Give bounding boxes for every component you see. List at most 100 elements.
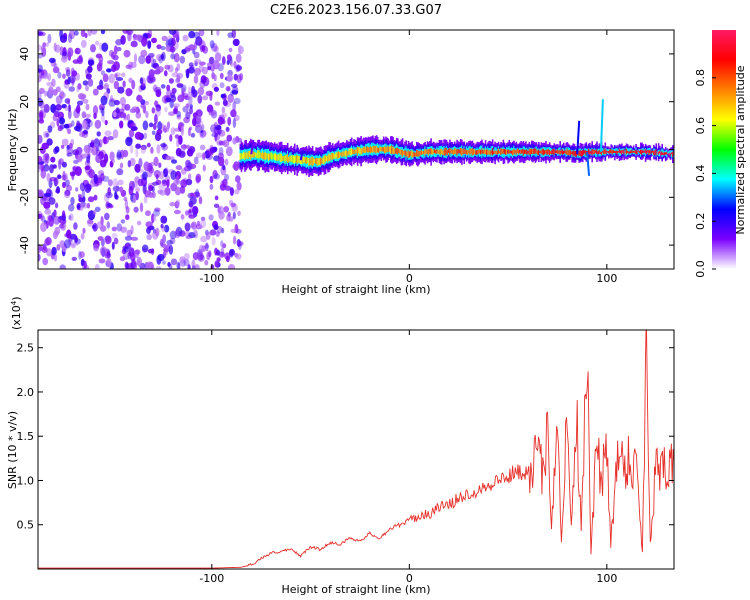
- noise-blob: [107, 60, 115, 65]
- noise-blob: [119, 256, 126, 262]
- y-tick-label: 2.5: [17, 342, 35, 355]
- noise-blob: [201, 245, 206, 252]
- noise-blob: [113, 111, 117, 118]
- noise-blob: [117, 179, 124, 186]
- noise-blob: [129, 144, 134, 154]
- noise-blob: [130, 225, 134, 235]
- noise-blob: [141, 244, 149, 253]
- noise-blob: [117, 86, 125, 94]
- noise-blob: [65, 69, 71, 77]
- ridge-spur: [299, 150, 304, 161]
- y-tick-label: 1.0: [17, 474, 35, 487]
- ridge-segment: [644, 149, 647, 154]
- noise-blob: [185, 178, 193, 186]
- noise-blob: [156, 266, 162, 269]
- ridge-segment: [541, 148, 544, 155]
- ridge-segment: [518, 149, 520, 155]
- ridge-segment: [560, 150, 563, 154]
- noise-blob: [232, 118, 237, 128]
- noise-blob: [82, 119, 87, 130]
- ridge-segment: [651, 151, 654, 156]
- noise-blob: [96, 85, 104, 90]
- ridge-segment: [331, 152, 334, 160]
- ridge-segment: [494, 150, 496, 154]
- ridge-segment: [491, 148, 494, 156]
- noise-blob: [163, 128, 170, 133]
- x-tick-label: 100: [596, 572, 617, 585]
- ridge-segment: [378, 147, 380, 153]
- noise-blob: [196, 220, 201, 226]
- ridge-segment: [533, 148, 535, 155]
- noise-blob: [198, 196, 203, 205]
- noise-blob: [209, 40, 215, 49]
- ridge-segment: [661, 151, 663, 155]
- noise-blob: [213, 203, 220, 208]
- noise-blob: [123, 49, 131, 58]
- noise-blob: [136, 94, 143, 102]
- noise-blob: [177, 94, 185, 103]
- colorbar-tick-label: 0.2: [694, 212, 707, 230]
- y-tick-label: 1.5: [17, 430, 35, 443]
- noise-blob: [213, 86, 219, 92]
- ridge-segment: [468, 150, 470, 154]
- noise-blob: [157, 121, 163, 131]
- noise-blob: [156, 144, 161, 154]
- noise-blob: [38, 155, 42, 163]
- noise-blob: [142, 171, 148, 181]
- ridge-segment: [298, 156, 301, 164]
- noise-blob: [211, 43, 218, 52]
- ridge-segment: [250, 149, 252, 160]
- noise-blob: [41, 142, 49, 150]
- noise-blob: [38, 164, 46, 170]
- ridge-segment: [600, 150, 603, 156]
- ridge-segment: [495, 150, 497, 155]
- ridge-segment: [401, 149, 404, 157]
- ridge-segment: [642, 150, 644, 153]
- noise-blob: [116, 223, 123, 232]
- noise-blob: [194, 264, 200, 269]
- ridge-segment: [324, 155, 327, 163]
- noise-blob: [41, 246, 48, 253]
- ridge-segment: [653, 150, 655, 155]
- noise-blob: [101, 238, 105, 247]
- ridge-segment: [292, 155, 295, 164]
- ridge-segment: [668, 152, 671, 155]
- noise-blob: [77, 93, 85, 100]
- noise-blob: [69, 74, 76, 84]
- ridge-segment: [388, 146, 391, 152]
- noise-blob: [69, 171, 76, 177]
- noise-blob: [195, 36, 203, 46]
- y-tick-label: 20: [18, 95, 31, 109]
- ridge-segment: [315, 158, 317, 164]
- noise-blob: [219, 82, 225, 89]
- ridge-segment: [372, 146, 374, 153]
- noise-blob: [53, 254, 58, 262]
- noise-blob: [80, 153, 87, 159]
- ridge-segment: [583, 150, 585, 155]
- ridge-segment: [635, 149, 637, 155]
- noise-blob: [185, 103, 190, 108]
- noise-blob: [106, 68, 112, 73]
- noise-blob: [219, 72, 224, 79]
- noise-blob: [114, 72, 121, 78]
- ridge-segment: [301, 157, 303, 165]
- noise-blob: [164, 106, 168, 113]
- noise-blob: [79, 251, 85, 258]
- ridge-segment: [573, 151, 576, 156]
- ridge-segment: [459, 148, 462, 155]
- ridge-segment: [310, 157, 313, 165]
- noise-blob: [45, 153, 50, 164]
- snr-y-multiplier-close: ): [10, 296, 23, 300]
- ridge-spur: [576, 120, 581, 155]
- ridge-segment: [628, 151, 630, 154]
- noise-blob: [151, 107, 155, 114]
- noise-blob: [111, 226, 117, 232]
- ridge-segment: [535, 149, 538, 154]
- spectrogram-y-ticks: -40 -20 0 20 40: [18, 47, 674, 254]
- ridge-segment: [248, 151, 251, 158]
- noise-blob: [195, 114, 202, 124]
- noise-blob: [158, 171, 165, 180]
- ridge-segment: [243, 151, 245, 159]
- noise-blob: [116, 151, 122, 161]
- noise-blob: [49, 176, 57, 182]
